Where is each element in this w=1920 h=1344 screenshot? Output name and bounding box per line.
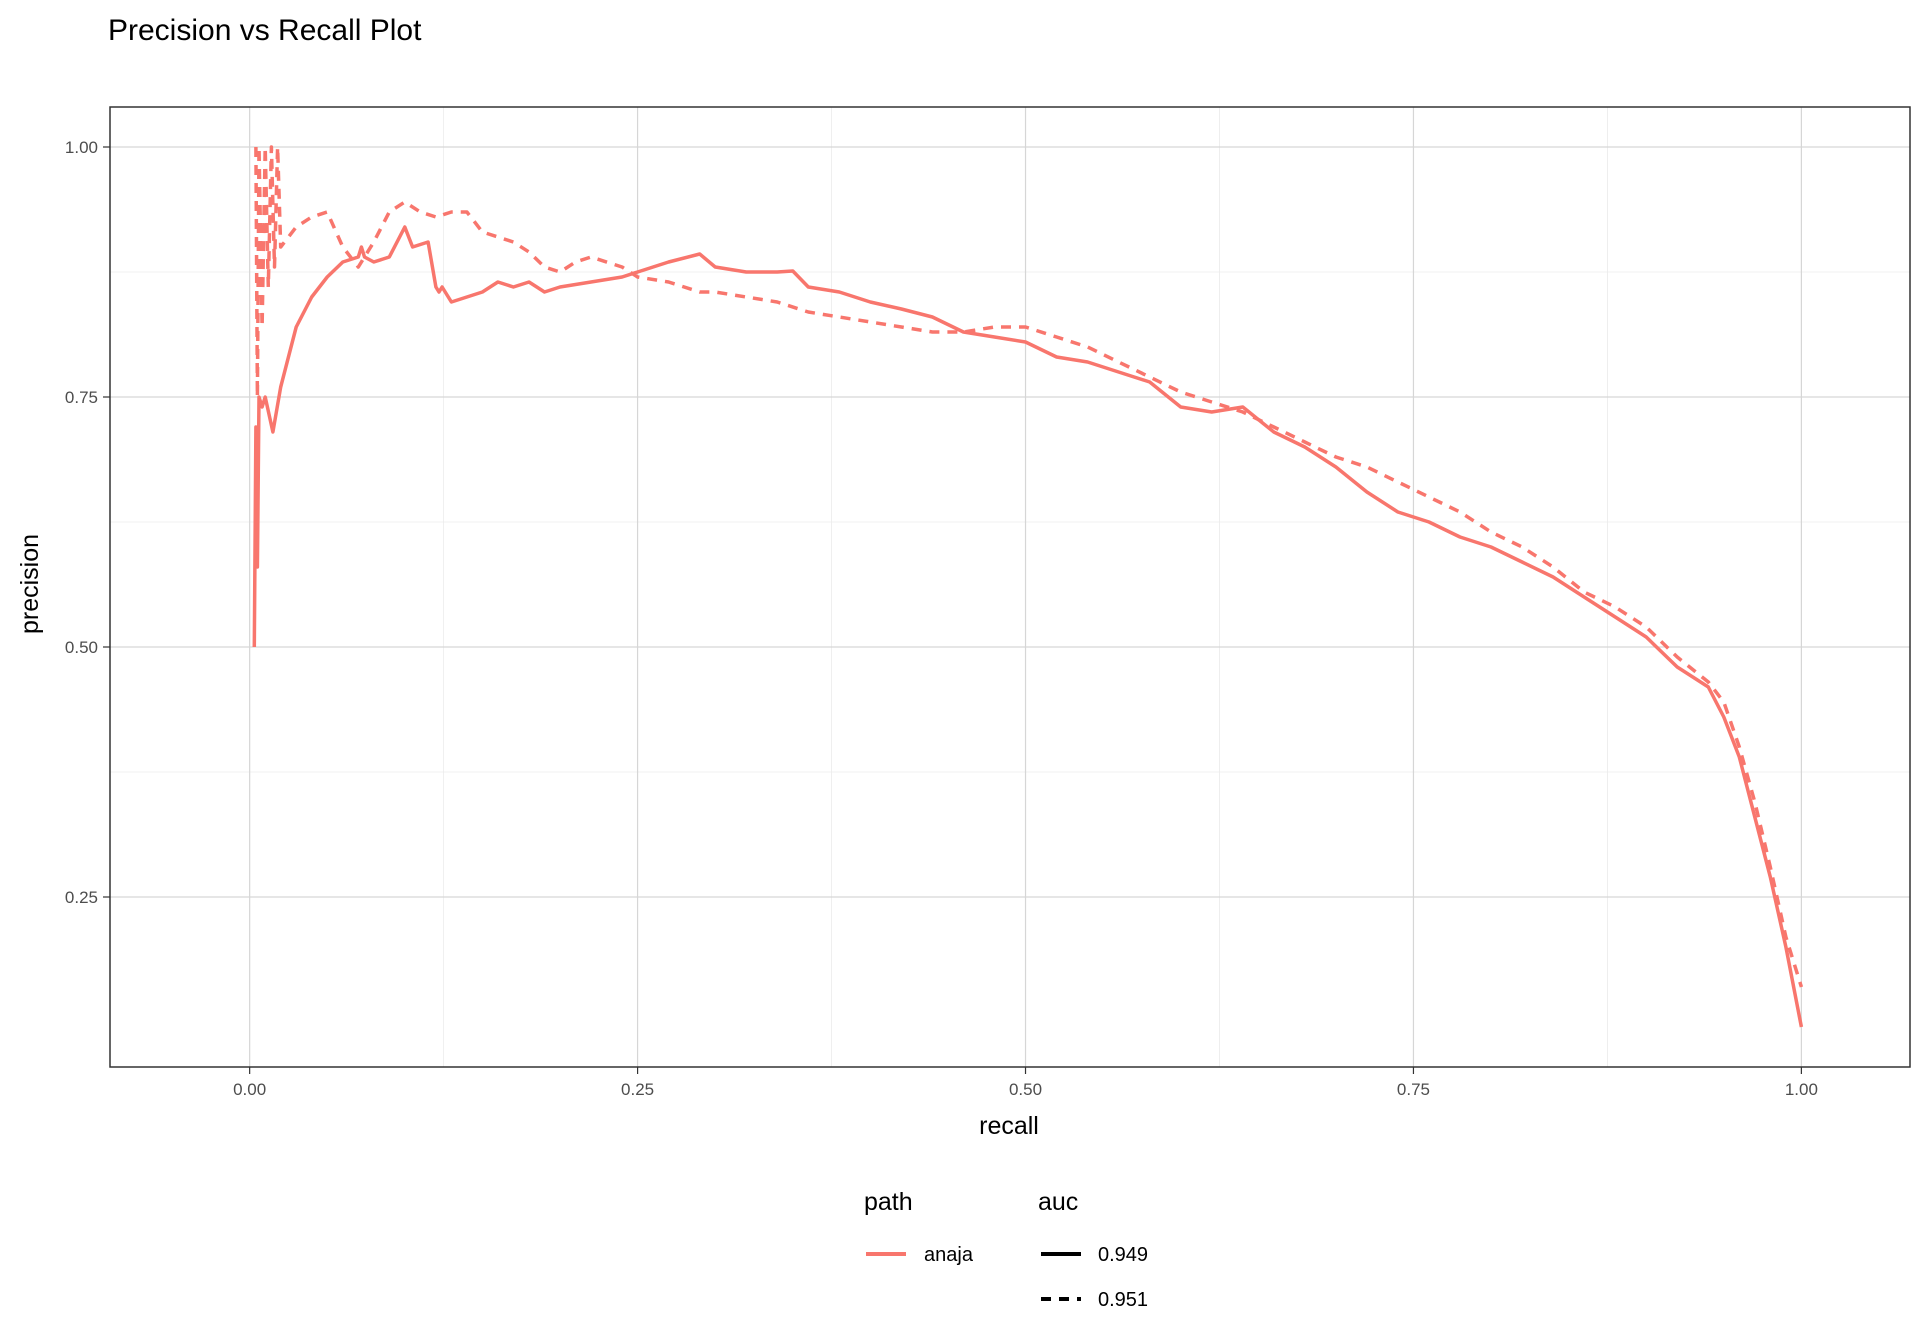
series-line-auc-0951 bbox=[254, 145, 1804, 988]
plot-panel-border bbox=[109, 106, 1911, 1068]
y-tick-label: 0.50 bbox=[65, 638, 98, 657]
y-tick-label: 0.75 bbox=[65, 388, 98, 407]
x-axis-ticks: 0.00 0.25 0.50 0.75 1.00 bbox=[233, 1067, 1818, 1099]
y-tick-label: 0.25 bbox=[65, 888, 98, 907]
legend-title-auc: auc bbox=[1038, 1188, 1078, 1216]
x-tick-label: 1.00 bbox=[1785, 1080, 1818, 1099]
x-axis-title: recall bbox=[979, 1112, 1039, 1140]
series-layer bbox=[252, 145, 1804, 1028]
grid-lines bbox=[110, 107, 1910, 1067]
x-tick-label: 0.50 bbox=[1009, 1080, 1042, 1099]
legend-label-0951: 0.951 bbox=[1098, 1289, 1148, 1311]
legend-title-path: path bbox=[864, 1188, 913, 1216]
y-axis-ticks: 0.25 0.50 0.75 1.00 bbox=[65, 138, 110, 907]
legend-label-0949: 0.949 bbox=[1098, 1244, 1148, 1266]
chart-title: Precision vs Recall Plot bbox=[108, 14, 422, 47]
legend: path anaja auc 0.949 0.951 bbox=[864, 1188, 1148, 1311]
y-tick-label: 1.00 bbox=[65, 138, 98, 157]
y-axis-title: precision bbox=[16, 534, 44, 634]
series-line-auc-0949 bbox=[252, 225, 1804, 1028]
x-tick-label: 0.75 bbox=[1397, 1080, 1430, 1099]
legend-label-anaja: anaja bbox=[924, 1244, 974, 1266]
x-tick-label: 0.00 bbox=[233, 1080, 266, 1099]
x-tick-label: 0.25 bbox=[621, 1080, 654, 1099]
